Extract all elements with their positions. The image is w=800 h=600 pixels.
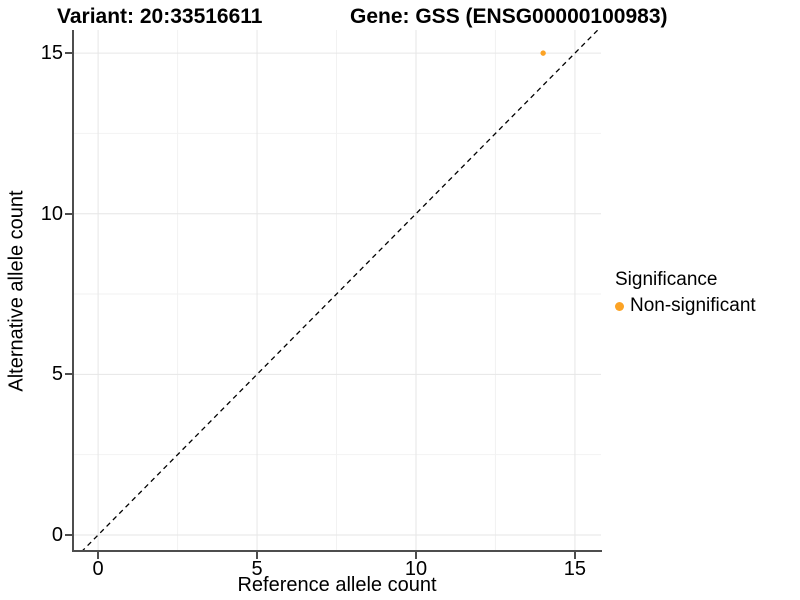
legend-item: Non-significant	[615, 295, 756, 317]
data-point	[540, 50, 546, 56]
x-tick-label: 10	[404, 558, 428, 580]
x-tick-label: 0	[92, 558, 104, 580]
y-tick-label: 5	[51, 363, 63, 386]
identity-dashed-line	[80, 30, 599, 552]
y-tick-mark	[65, 533, 72, 536]
x-axis-line	[72, 550, 602, 552]
x-axis-title: Reference allele count	[237, 574, 437, 596]
y-tick-mark	[65, 52, 72, 55]
legend-item-label: Non-significant	[630, 295, 756, 316]
y-tick-mark	[65, 373, 72, 376]
x-tick-mark	[256, 552, 259, 559]
y-axis-title: Alternative allele count	[5, 190, 28, 392]
legend-dot-icon	[615, 301, 624, 311]
variant-title: Variant: 20:33516611	[57, 5, 263, 28]
y-tick-label: 0	[51, 523, 63, 546]
gene-title: Gene: GSS (ENSG00000100983)	[350, 5, 668, 28]
plot-panel	[73, 30, 601, 552]
y-tick-mark	[65, 212, 72, 215]
y-tick-label: 15	[40, 42, 63, 65]
x-tick-label: 5	[251, 558, 263, 580]
x-tick-mark	[97, 552, 100, 559]
x-tick-mark	[414, 552, 417, 559]
legend-title: Significance	[615, 269, 718, 290]
legend: Significance Non-significant	[615, 269, 756, 317]
y-axis-line	[72, 30, 74, 552]
x-tick-mark	[573, 552, 576, 559]
x-tick-label: 15	[563, 558, 587, 580]
legend-items: Non-significant	[615, 295, 756, 317]
y-tick-label: 10	[40, 202, 63, 225]
